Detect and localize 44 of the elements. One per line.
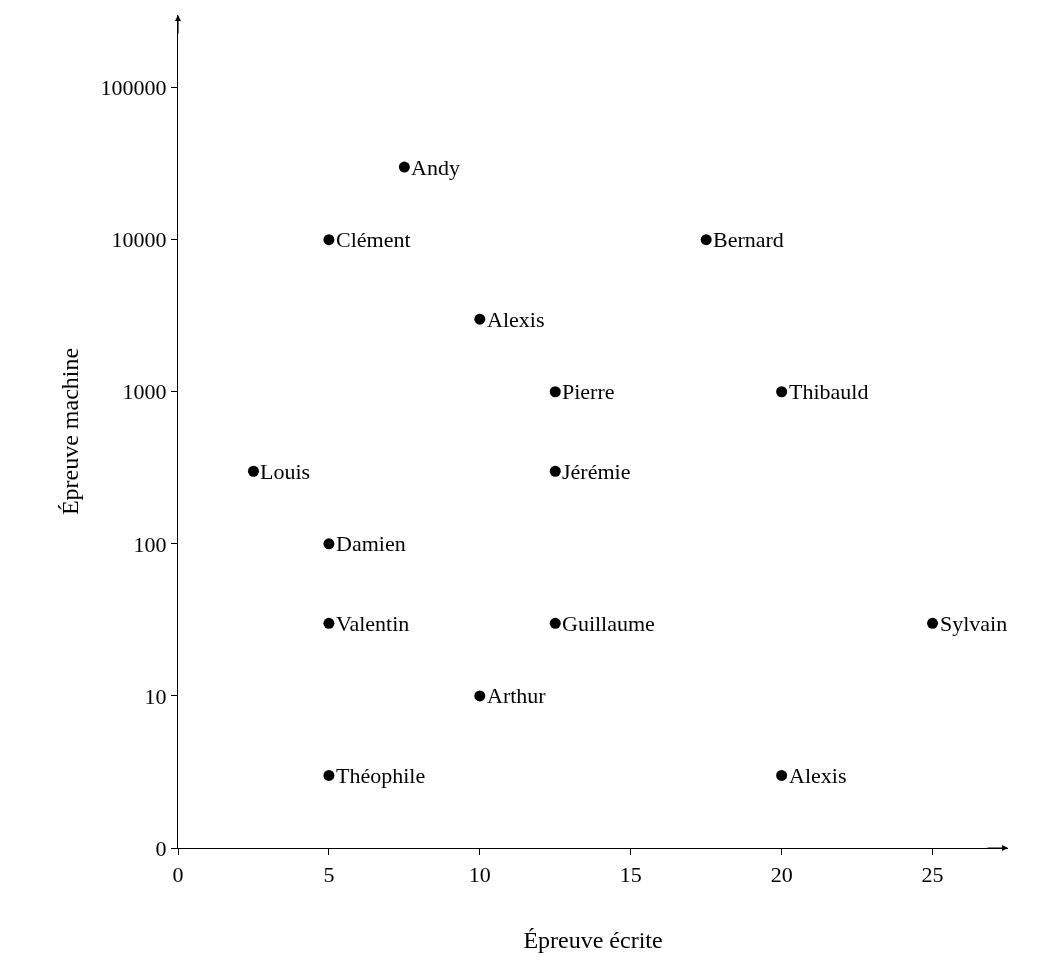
annotation: Alexis	[789, 763, 847, 788]
annotation: Jérémie	[562, 459, 631, 484]
x-tick-label: 10	[468, 861, 491, 887]
x-tick-label: 20	[770, 861, 793, 887]
point	[549, 465, 561, 477]
point	[474, 313, 486, 325]
x-tick-label: 15	[619, 861, 642, 887]
x-axis-title: Épreuve écrite	[523, 926, 663, 953]
annotation: Guillaume	[562, 611, 655, 636]
point	[776, 386, 788, 398]
point	[323, 769, 335, 781]
point	[323, 617, 335, 629]
y-tick-label: 100000	[100, 75, 167, 101]
annotation: Arthur	[487, 683, 547, 708]
x-tick-label: 0	[172, 861, 184, 887]
x-tick-label: 5	[323, 861, 335, 887]
point	[700, 234, 712, 246]
x-tick-label: 25	[921, 861, 944, 887]
point	[474, 690, 486, 702]
annotation: Bernard	[713, 227, 784, 252]
point	[776, 769, 788, 781]
annotation: Alexis	[487, 307, 545, 332]
point	[323, 538, 335, 550]
y-tick-label: 0	[155, 835, 167, 861]
annotation: Pierre	[562, 379, 615, 404]
y-tick-label: 1000	[122, 379, 167, 405]
annotation: Thibauld	[789, 379, 869, 404]
y-tick-label: 100	[133, 531, 167, 557]
point	[927, 617, 939, 629]
annotation: Andy	[411, 155, 460, 180]
annotation: Théophile	[336, 763, 426, 788]
y-tick-label: 10000	[111, 227, 167, 253]
annotation: Damien	[336, 531, 406, 556]
annotation: Valentin	[336, 611, 410, 636]
annotation: Clément	[336, 227, 411, 252]
point	[549, 617, 561, 629]
point	[549, 386, 561, 398]
point	[398, 161, 410, 173]
y-tick-label: 10	[144, 683, 167, 709]
annotation: Sylvain	[940, 611, 1008, 636]
point	[323, 234, 335, 246]
y-axis-title: Épreuve machine	[56, 347, 83, 516]
annotation: Louis	[260, 459, 311, 484]
point	[247, 465, 259, 477]
